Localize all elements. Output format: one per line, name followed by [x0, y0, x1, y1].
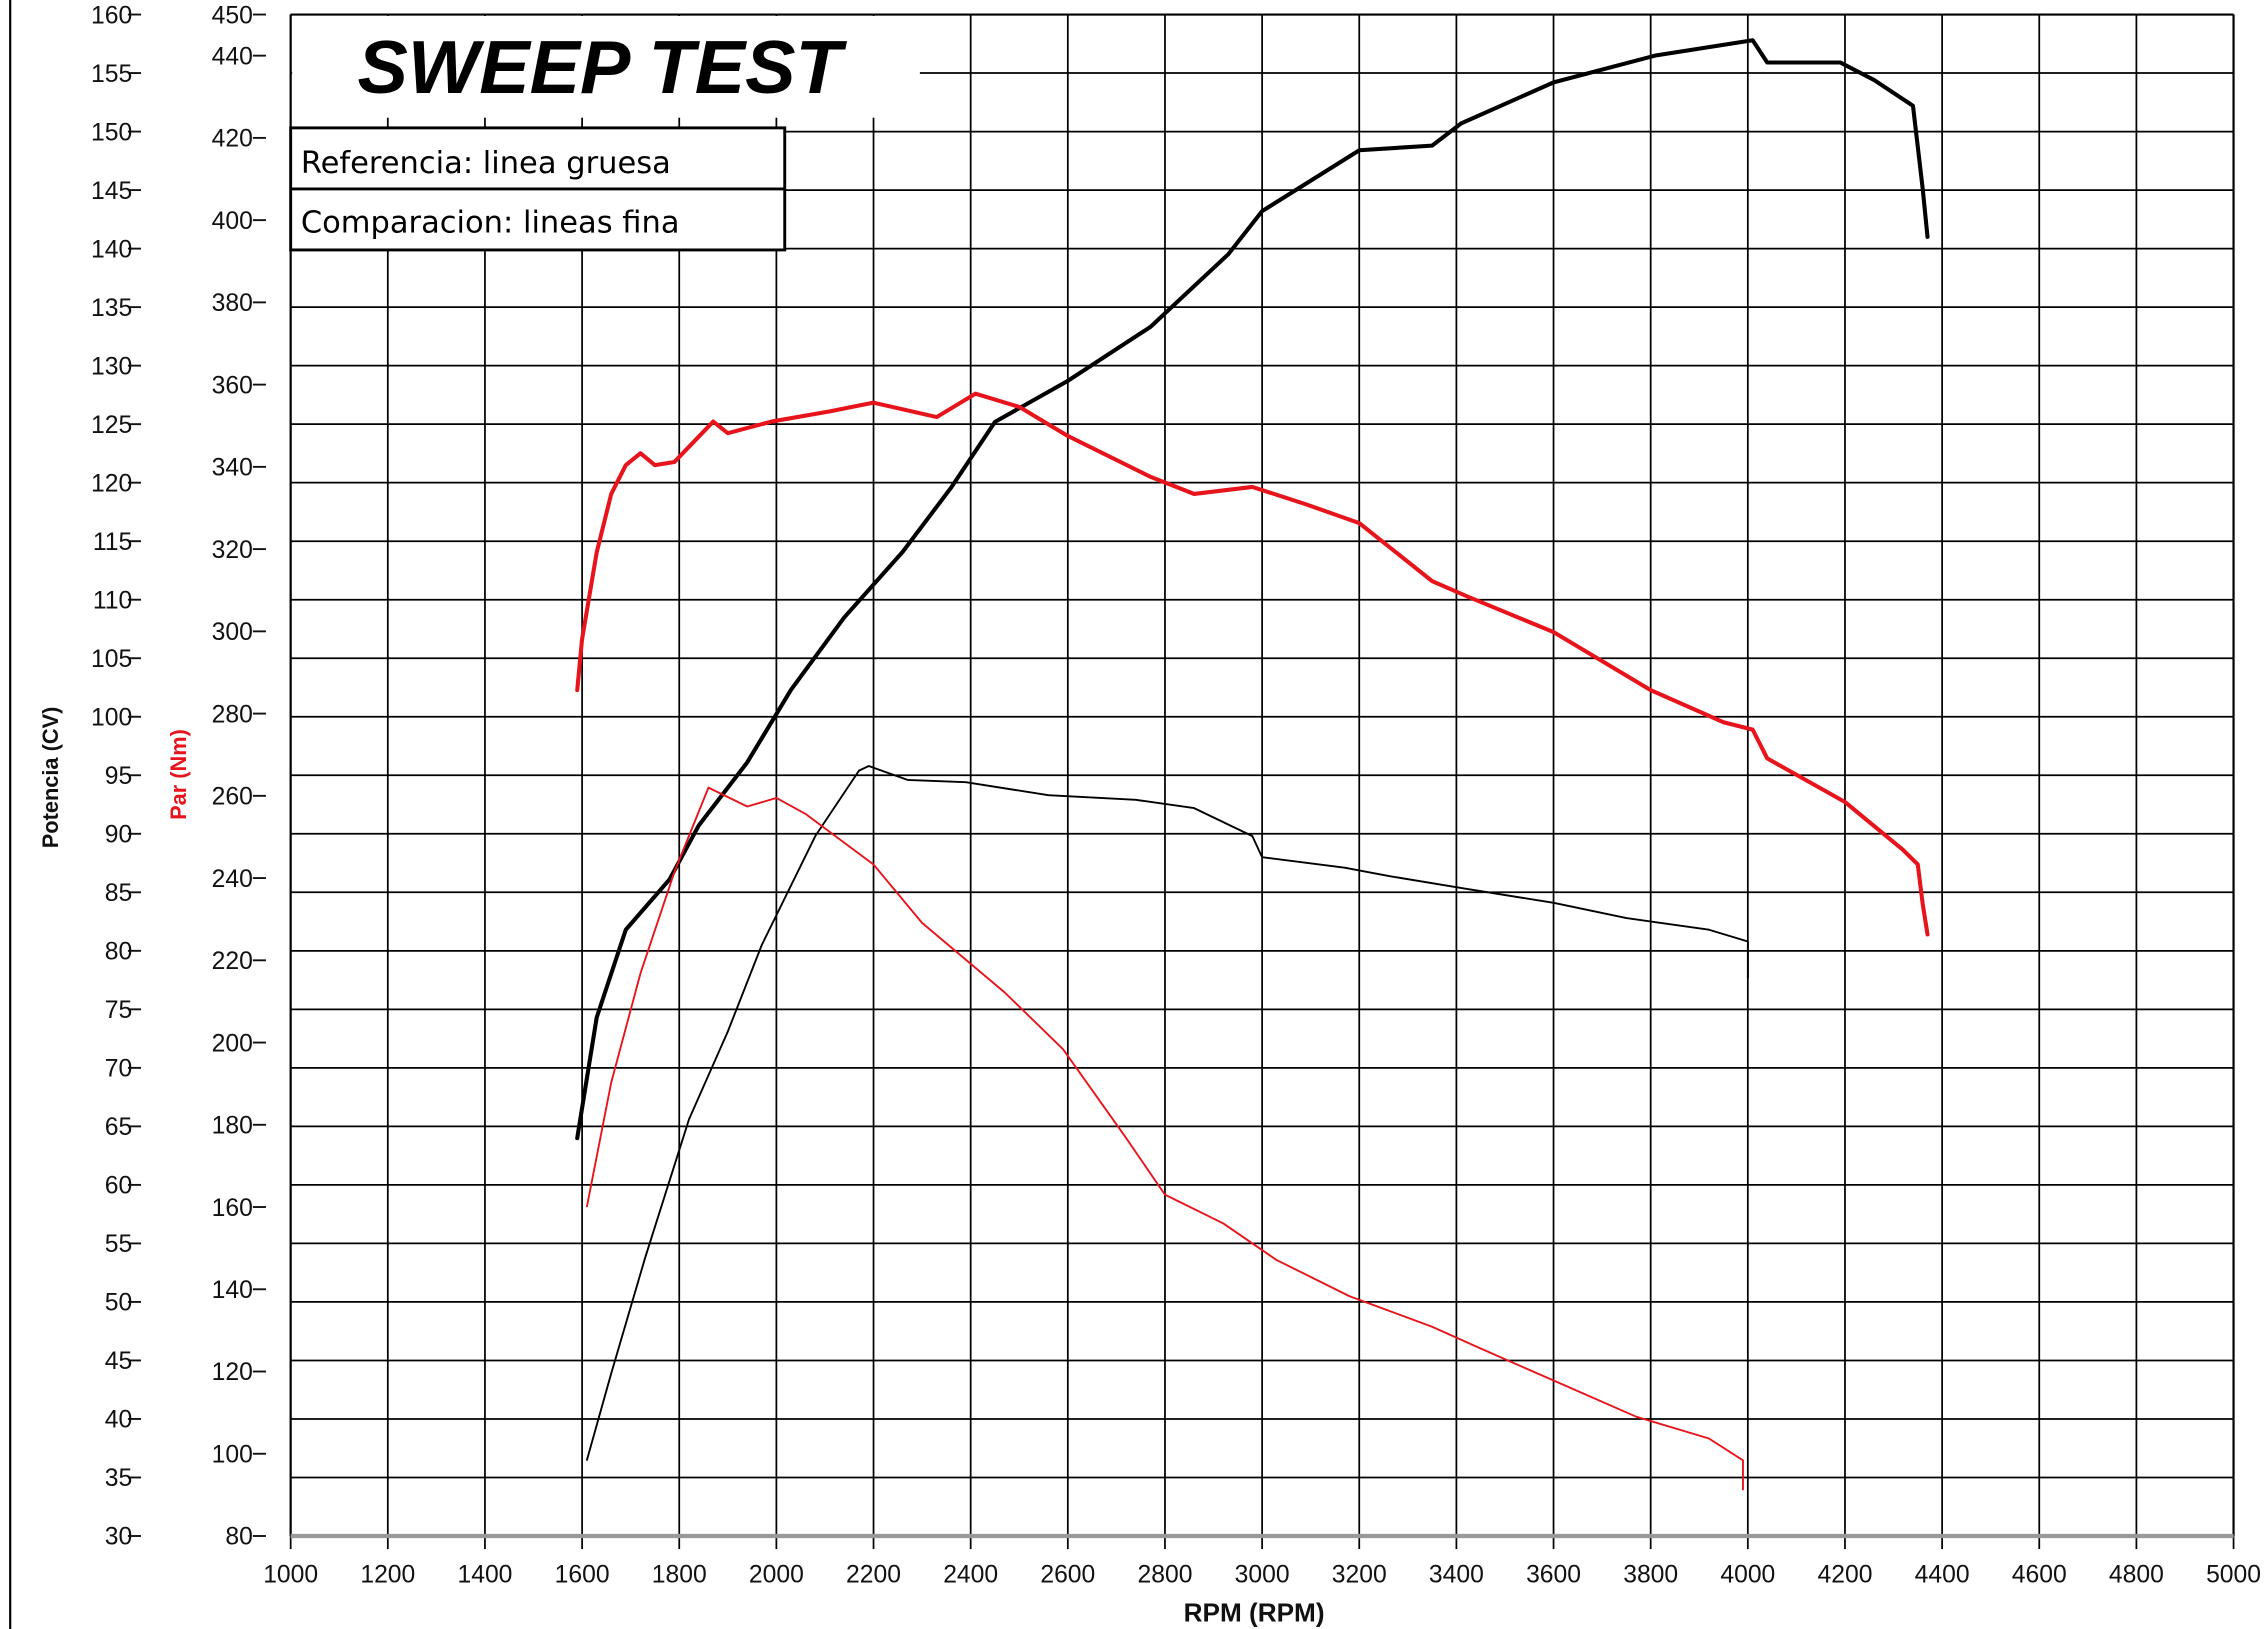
- y-axis-label-torque: Par (Nm): [166, 729, 191, 820]
- title-background: [292, 15, 920, 118]
- x-tick-label: 4000: [1720, 1561, 1775, 1588]
- power-tick-label: 115: [93, 529, 132, 556]
- torque-tick-label: 320: [212, 537, 253, 564]
- power-tick-label: 140: [91, 236, 132, 263]
- power-tick-label: 100: [91, 704, 132, 731]
- power-tick-label: 45: [105, 1348, 132, 1375]
- power-tick-label: 30: [105, 1524, 132, 1551]
- power-tick-label: 60: [105, 1173, 132, 1200]
- power-tick-label: 160: [91, 2, 132, 29]
- x-tick-label: 4600: [2012, 1561, 2067, 1588]
- torque-tick-label: 440: [212, 43, 253, 70]
- power-tick-label: 110: [93, 587, 132, 614]
- x-tick-label: 3000: [1235, 1561, 1290, 1588]
- power-tick-label: 55: [105, 1231, 132, 1258]
- x-axis-label: RPM (RPM): [1184, 1598, 1325, 1628]
- torque-tick-label: 450: [212, 2, 253, 29]
- torque-tick-label: 380: [212, 290, 253, 317]
- legend-entry-comparison: Comparacion: lineas fina: [301, 206, 680, 241]
- power-tick-label: 135: [91, 295, 132, 322]
- title-area: SWEEP TEST: [292, 15, 920, 118]
- power-tick-label: 105: [91, 646, 132, 673]
- torque-curve-comparison: [586, 786, 1744, 1491]
- power-tick-label: 35: [105, 1465, 132, 1492]
- x-tick-label: 2600: [1040, 1561, 1095, 1588]
- torque-tick-label: 220: [212, 948, 253, 975]
- power-curve-reference: [575, 38, 1930, 1141]
- power-tick-label: 125: [91, 412, 132, 439]
- torque-curve-reference: [575, 391, 1930, 937]
- power-tick-label: 120: [91, 470, 132, 497]
- legend-entry-reference: Referencia: linea gruesa: [301, 146, 671, 181]
- x-tick-label: 4800: [2109, 1561, 2164, 1588]
- x-tick-label: 4400: [1915, 1561, 1970, 1588]
- torque-tick-label: 340: [212, 455, 253, 482]
- grid: [289, 13, 2235, 1537]
- power-tick-label: 50: [105, 1290, 132, 1317]
- legend: Referencia: linea gruesa Comparacion: li…: [289, 126, 787, 252]
- x-tick-label: 2000: [749, 1561, 804, 1588]
- torque-tick-label: 300: [212, 619, 253, 646]
- x-tick-label: 1400: [457, 1561, 512, 1588]
- torque-tick-label: 360: [212, 372, 253, 399]
- power-tick-label: 75: [105, 997, 132, 1024]
- torque-tick-label: 240: [212, 866, 253, 893]
- x-tick-label: 3400: [1429, 1561, 1484, 1588]
- x-tick-label: 1200: [360, 1561, 415, 1588]
- torque-tick-label: 100: [212, 1441, 253, 1468]
- x-tick-label: 4200: [1818, 1561, 1873, 1588]
- x-tick-label: 2800: [1138, 1561, 1193, 1588]
- power-curve-comparison: [586, 765, 1749, 1461]
- torque-tick-label: 400: [212, 208, 253, 235]
- torque-tick-label: 280: [212, 701, 253, 728]
- x-tick-label: 1600: [555, 1561, 610, 1588]
- x-tick-label: 5000: [2206, 1561, 2261, 1588]
- chart-title: SWEEP TEST: [358, 26, 848, 110]
- power-tick-label: 90: [105, 822, 132, 849]
- series-group: [575, 38, 1930, 1491]
- power-tick-label: 40: [105, 1407, 132, 1434]
- x-tick-label: 1000: [263, 1561, 318, 1588]
- x-tick-label: 2200: [846, 1561, 901, 1588]
- x-tick-label: 3800: [1623, 1561, 1678, 1588]
- torque-tick-label: 160: [212, 1195, 253, 1222]
- power-tick-label: 85: [105, 880, 132, 907]
- power-tick-label: 70: [105, 1056, 132, 1083]
- torque-tick-label: 120: [212, 1359, 253, 1386]
- x-tick-label: 3600: [1526, 1561, 1581, 1588]
- torque-tick-label: 140: [212, 1277, 253, 1304]
- torque-tick-label: 260: [212, 784, 253, 811]
- y-axis-label-power: Potencia (CV): [38, 707, 63, 849]
- power-tick-label: 145: [91, 178, 132, 205]
- power-tick-label: 65: [105, 1114, 132, 1141]
- torque-tick-label: 80: [225, 1524, 252, 1551]
- power-tick-label: 95: [105, 763, 132, 790]
- power-tick-label: 130: [91, 353, 132, 380]
- x-tick-label: 2400: [943, 1561, 998, 1588]
- x-tick-label: 1800: [652, 1561, 707, 1588]
- torque-tick-label: 180: [212, 1113, 253, 1140]
- power-tick-label: 155: [91, 61, 132, 88]
- power-tick-label: 150: [91, 119, 132, 146]
- torque-tick-label: 200: [212, 1030, 253, 1057]
- axes: 1000 1200 1400 1600 1800 2000 2200 2400 2600 2800…: [91, 2, 2261, 1588]
- x-tick-label: 3200: [1332, 1561, 1387, 1588]
- torque-tick-label: 420: [212, 126, 253, 153]
- power-tick-label: 80: [105, 939, 132, 966]
